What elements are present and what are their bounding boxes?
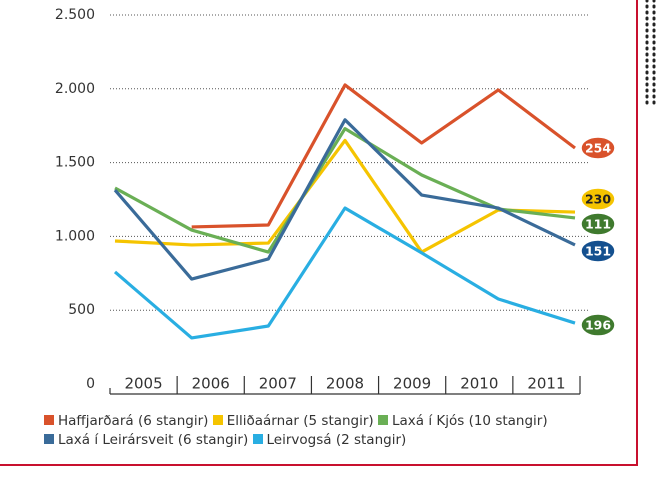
end-label: 151 <box>585 243 611 258</box>
x-tick-label: 2011 <box>527 375 565 393</box>
end-label-badge <box>580 136 616 160</box>
end-label-badge <box>580 212 616 236</box>
series-line <box>191 83 576 229</box>
y-tick-label: 1.000 <box>55 228 95 244</box>
legend-label: Elliðaárnar (5 stangir) <box>226 413 374 429</box>
legend-label: Haffjarðará (6 stangir) <box>58 413 209 429</box>
x-tick-label: 2005 <box>124 375 162 393</box>
legend-swatch <box>378 415 388 425</box>
x-tick-label: 2009 <box>393 375 431 393</box>
legend: Haffjarðará (6 stangir) Elliðaárnar (5 s… <box>44 412 564 450</box>
x-tick-label: 2010 <box>460 375 498 393</box>
end-label: 254 <box>585 140 611 155</box>
x-tick-label: 2007 <box>259 375 297 393</box>
series-line <box>114 138 576 254</box>
legend-label: Laxá í Leirársveit (6 stangir) <box>58 432 249 448</box>
legend-label: Laxá í Kjós (10 stangir) <box>392 413 548 429</box>
legend-swatch <box>44 434 54 444</box>
legend-swatch <box>44 415 54 425</box>
y-tick-label: 0 <box>86 376 95 392</box>
y-tick-label: 2.000 <box>55 81 95 97</box>
x-tick-label: 2006 <box>192 375 230 393</box>
end-label: 196 <box>585 318 611 333</box>
end-label: 230 <box>585 192 611 207</box>
legend-swatch <box>212 415 223 425</box>
legend-label: Leirvogsá (2 stangir) <box>266 432 407 448</box>
y-tick-label: 500 <box>68 302 95 318</box>
end-label-badge <box>580 187 616 211</box>
end-label-badge <box>580 313 616 337</box>
x-tick-label: 2008 <box>326 375 364 393</box>
legend-swatch <box>252 434 263 444</box>
end-label: 111 <box>585 216 611 231</box>
y-tick-label: 2.500 <box>55 7 95 23</box>
series-line <box>113 206 576 340</box>
series-line <box>114 127 576 254</box>
series-line <box>113 118 576 281</box>
end-label-badge <box>580 239 616 263</box>
y-tick-label: 1.500 <box>55 155 95 171</box>
